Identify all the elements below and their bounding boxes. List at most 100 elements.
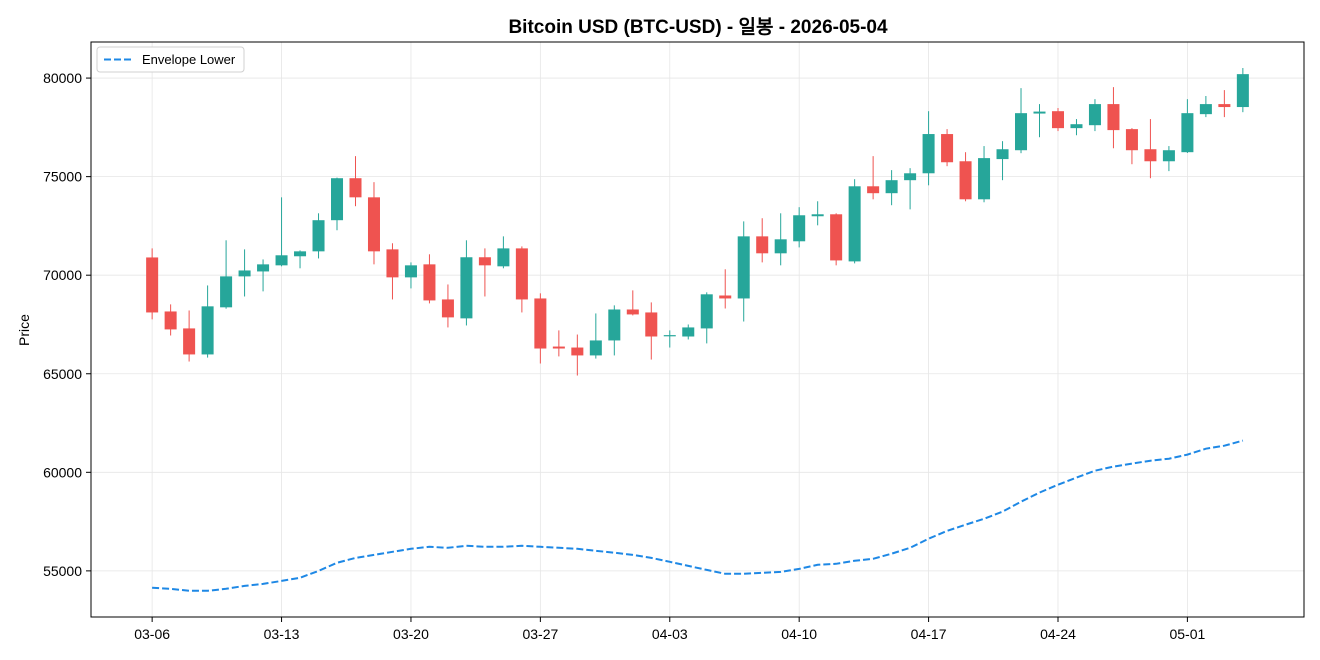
candle-body-down — [164, 311, 177, 330]
y-axis-label: Price — [16, 314, 32, 346]
candle — [1015, 88, 1028, 154]
candle — [1033, 104, 1046, 138]
candle-body-down — [867, 186, 880, 194]
x-tick-label: 05-01 — [1169, 626, 1205, 642]
candle-body-up — [1236, 74, 1249, 108]
candle — [608, 305, 621, 356]
candle — [1051, 108, 1064, 132]
candle — [737, 221, 750, 322]
candle — [700, 292, 713, 344]
candle — [367, 182, 380, 265]
candle-body-down — [534, 298, 547, 349]
envelope-lower-line — [152, 439, 1244, 592]
candle-body-up — [294, 251, 307, 257]
candle-body-down — [645, 312, 658, 337]
candle-body-down — [1051, 111, 1064, 129]
grid — [91, 42, 1304, 617]
candle-body-up — [996, 149, 1009, 160]
candle-body-up — [312, 220, 325, 252]
candle — [663, 330, 676, 348]
candle-body-up — [460, 257, 473, 319]
candle-body-up — [700, 294, 713, 329]
candle-body-up — [774, 239, 787, 254]
x-axis: 03-06 03-13 03-20 03-27 04-03 04-10 04-17 04-24… — [134, 617, 1206, 642]
candle — [331, 177, 344, 231]
candle — [645, 302, 658, 360]
candle-body-down — [756, 236, 769, 254]
candle-body-up — [201, 306, 214, 355]
candle-body-down — [571, 347, 584, 356]
candle-body-up — [848, 186, 861, 262]
candle-body-up — [811, 214, 824, 217]
candle-body-up — [238, 270, 251, 277]
candle — [220, 240, 233, 309]
candle — [1181, 99, 1194, 153]
y-tick-label: 80000 — [43, 70, 82, 86]
x-tick-label: 03-06 — [134, 626, 170, 642]
chart-title: Bitcoin USD (BTC-USD) - 일봉 - 2026-05-04 — [508, 16, 888, 38]
candle-body-up — [275, 255, 288, 266]
candle-body-up — [331, 178, 344, 221]
candle — [1218, 90, 1231, 118]
candle — [941, 129, 954, 167]
candle — [183, 310, 196, 362]
candle-body-down — [478, 257, 491, 266]
x-tick-label: 04-03 — [652, 626, 688, 642]
candle — [756, 218, 769, 263]
candle-body-up — [663, 335, 676, 337]
candle-body-down — [626, 309, 639, 315]
candle-body-down — [1218, 104, 1231, 108]
candle-body-down — [183, 328, 196, 355]
candle — [349, 156, 362, 207]
candle-body-up — [737, 236, 750, 299]
candle — [978, 146, 991, 203]
candle-body-up — [220, 276, 233, 308]
candle — [404, 262, 417, 289]
candle — [996, 141, 1009, 181]
candle-body-up — [608, 309, 621, 341]
candle-body-down — [423, 264, 436, 301]
candle — [1070, 119, 1083, 136]
candles — [146, 68, 1249, 376]
candle — [922, 111, 935, 186]
candle-body-down — [1125, 129, 1138, 151]
candle-body-down — [959, 161, 972, 200]
candle — [1162, 146, 1175, 172]
candle-body-down — [367, 197, 380, 252]
y-tick-label: 60000 — [43, 464, 82, 480]
x-tick-label: 04-17 — [911, 626, 947, 642]
candle — [1125, 128, 1138, 165]
candle-body-down — [830, 214, 843, 261]
candle — [164, 304, 177, 336]
y-tick-label: 55000 — [43, 563, 82, 579]
candle — [386, 243, 399, 300]
candle — [959, 152, 972, 202]
candle — [1107, 87, 1120, 149]
candle-body-up — [497, 248, 510, 267]
plot-area-frame — [90, 41, 1305, 618]
x-tick-label: 04-10 — [781, 626, 817, 642]
candle — [867, 156, 880, 200]
candle — [774, 213, 787, 266]
candle-body-down — [552, 346, 565, 349]
y-tick-label: 70000 — [43, 267, 82, 283]
candle — [682, 324, 695, 340]
y-tick-label: 65000 — [43, 366, 82, 382]
candle — [1144, 119, 1157, 179]
candle — [1088, 99, 1101, 132]
candle — [497, 236, 510, 269]
legend: Envelope Lower — [96, 46, 245, 73]
candle-body-up — [257, 264, 270, 272]
x-tick-label: 03-20 — [393, 626, 429, 642]
candle-body-down — [146, 257, 159, 313]
candle — [904, 168, 917, 210]
candle — [423, 254, 436, 304]
candle — [257, 259, 270, 292]
candle-body-down — [719, 295, 732, 299]
candle — [589, 313, 602, 359]
candle-body-up — [404, 265, 417, 278]
candle-body-up — [922, 134, 935, 174]
candle — [146, 248, 159, 320]
candle-body-up — [1199, 104, 1212, 115]
